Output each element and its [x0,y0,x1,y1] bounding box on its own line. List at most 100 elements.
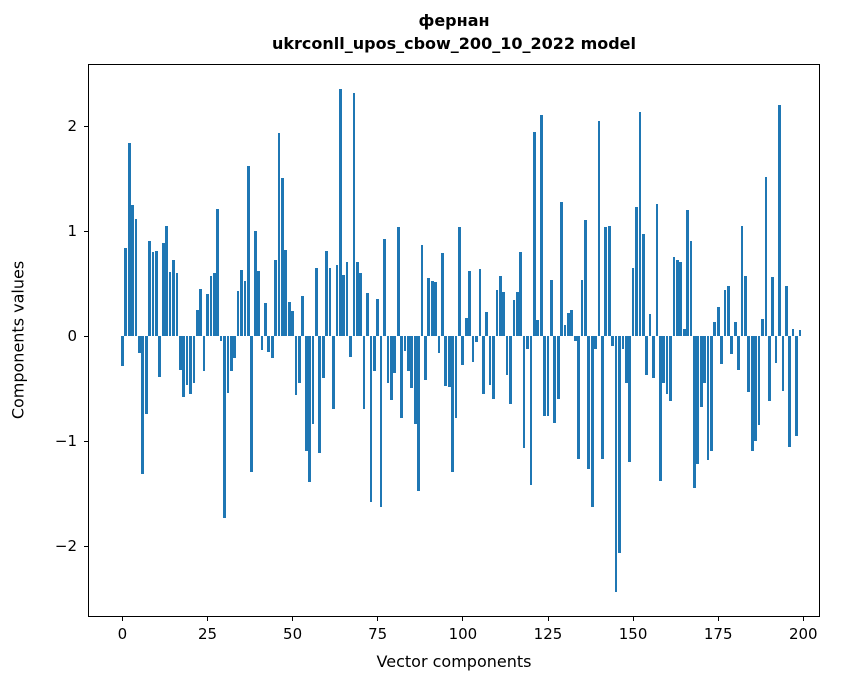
y-tick-label: −1 [54,432,77,450]
bar [495,289,499,336]
bar [679,262,683,336]
bar [243,281,247,336]
bar [291,310,294,336]
bar [441,253,444,336]
bar [301,296,305,336]
y-tick-mark [84,440,88,442]
bar [287,302,291,336]
x-tick-mark [632,617,634,621]
bar [519,251,523,336]
bar [298,335,301,384]
bar [383,239,386,336]
x-tick-mark [462,617,464,621]
bar [420,244,424,336]
bar [182,335,186,397]
bar [427,278,431,336]
bar [144,335,148,414]
bar [223,335,226,518]
bar [277,133,281,336]
bar [488,335,492,386]
bar [369,335,373,502]
bar [652,335,655,378]
bar [250,335,254,473]
bar [389,335,393,401]
bar [209,276,213,336]
bar [158,335,162,377]
bar [658,335,662,481]
bar [580,280,584,336]
bar [233,335,237,359]
bar [451,335,454,473]
bar [594,335,597,349]
bar [710,335,713,452]
bar [567,312,570,336]
bar [764,177,768,336]
bar [342,275,346,336]
bar [713,322,717,336]
bar [475,335,478,343]
bar [229,335,233,371]
bar [532,132,536,336]
bar [505,335,509,375]
bar [267,335,271,352]
bar [355,262,359,336]
bar [172,260,175,336]
bar [485,311,489,336]
bar [386,335,390,384]
bar [270,335,274,359]
bar [366,292,369,336]
bar [529,335,533,486]
bar [635,206,638,336]
x-tick-mark [802,617,804,621]
bar [264,303,267,336]
bar [148,241,151,336]
bar [379,335,383,508]
bar [247,165,250,336]
bar [437,335,441,353]
bar [590,335,594,508]
bar [560,201,563,336]
bar [478,268,482,336]
bar [553,335,557,424]
bar [665,335,669,394]
bar [131,204,134,336]
bar [624,335,628,384]
bar [791,328,795,336]
x-axis-label: Vector components [376,652,532,671]
bar [740,225,744,336]
bar [669,335,672,402]
bar [767,335,771,402]
bar [352,93,356,336]
bar [611,335,614,347]
y-tick-label: −2 [54,537,77,555]
y-tick-mark [84,125,88,127]
x-tick-label: 75 [368,625,388,643]
bar [648,313,652,336]
bar [417,335,420,492]
x-tick-mark [207,617,208,621]
bar [178,335,182,370]
bar [413,335,417,425]
bar [795,335,798,436]
bar [693,335,696,489]
bar [607,225,611,336]
bar [638,112,642,336]
bar [328,267,332,336]
bar [400,335,403,418]
bar [584,220,587,336]
bar [168,271,172,336]
bar [706,335,710,460]
bar [134,219,138,336]
x-tick-mark [717,617,719,621]
bar [151,251,155,336]
bar [502,291,506,336]
bar [216,208,220,336]
bar [733,322,737,336]
y-tick-label: 1 [67,222,77,240]
bar [260,335,264,350]
bar [798,329,802,336]
bar [604,226,608,336]
bar [304,335,308,452]
bar [750,335,754,452]
bar [570,309,574,336]
